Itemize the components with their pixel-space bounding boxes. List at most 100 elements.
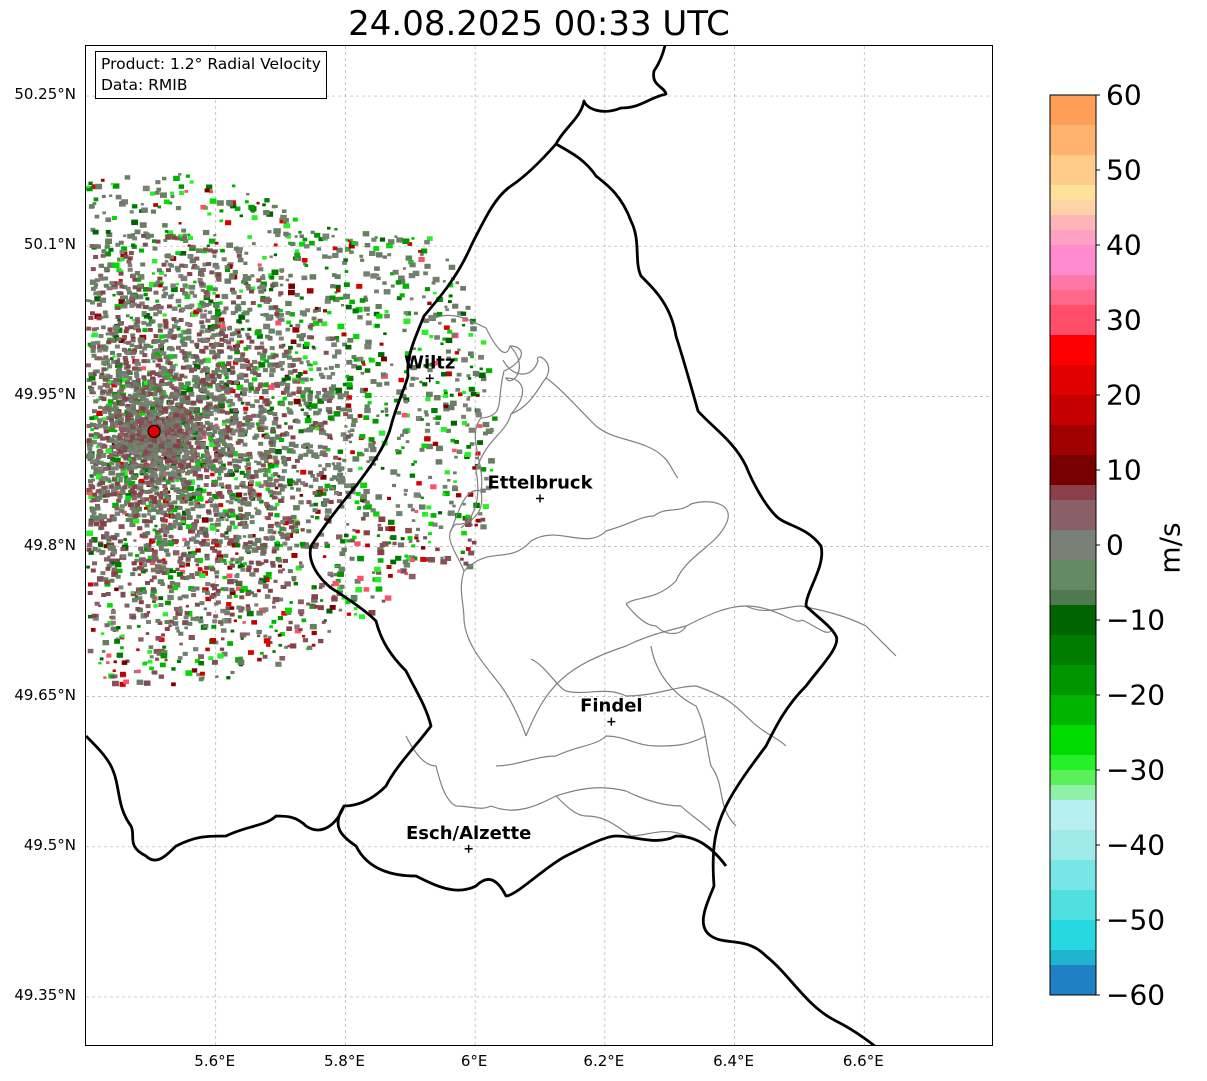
city-marker: Findel	[580, 696, 643, 726]
colorbar-band	[1050, 635, 1096, 666]
colorbar-band	[1050, 965, 1096, 996]
colorbar-tick-label: 50	[1106, 153, 1142, 187]
radar-echoes	[86, 173, 498, 687]
colorbar-tick-label: 0	[1106, 528, 1124, 562]
map-area[interactable]: Wiltz Ettelbruck Findel Esch/Alzette	[85, 45, 993, 1046]
lat-tick-label: 49.8°N	[23, 535, 76, 554]
colorbar-band	[1050, 605, 1096, 636]
colorbar-band	[1050, 215, 1096, 231]
canton-border	[625, 603, 687, 635]
colorbar-band	[1050, 200, 1096, 216]
colorbar-band	[1050, 785, 1096, 801]
lon-tick-label: 6.6°E	[842, 1052, 884, 1070]
colorbar-band	[1050, 425, 1096, 456]
colorbar-band	[1050, 500, 1096, 531]
country-border	[86, 46, 876, 1045]
city-label: Wiltz	[404, 352, 455, 373]
colorbar-tick-label: 30	[1106, 303, 1142, 337]
colorbar-band	[1050, 230, 1096, 246]
country-border-line	[554, 46, 876, 1045]
lon-tick-label: 6°E	[460, 1052, 488, 1070]
country-border-line	[308, 143, 728, 898]
cities-layer: Wiltz Ettelbruck Findel Esch/Alzette	[404, 352, 643, 853]
graticule	[86, 46, 992, 1045]
city-marker: Esch/Alzette	[406, 823, 531, 853]
colorbar-band	[1050, 755, 1096, 771]
radar-site-marker	[147, 424, 161, 438]
product-info-box: Product: 1.2° Radial Velocity Data: RMIB	[95, 51, 327, 99]
lat-tick-label: 49.5°N	[23, 835, 76, 854]
colorbar-band	[1050, 290, 1096, 306]
colorbar-tick-label: 40	[1106, 228, 1142, 262]
city-label: Esch/Alzette	[406, 823, 531, 844]
country-border-line	[86, 735, 346, 862]
city-label: Findel	[580, 696, 643, 717]
colorbar-band	[1050, 95, 1096, 126]
map-title: 24.08.2025 00:33 UTC	[348, 4, 730, 44]
colorbar-band	[1050, 485, 1096, 501]
colorbar-band	[1050, 695, 1096, 726]
lon-tick-label: 6.2°E	[583, 1052, 625, 1070]
colorbar-tick-label: 60	[1106, 78, 1142, 112]
colorbar-tick-label: −30	[1106, 753, 1166, 787]
city-label: Ettelbruck	[487, 472, 593, 493]
colorbar-band	[1050, 395, 1096, 426]
lat-tick-label: 49.35°N	[14, 985, 76, 1004]
colorbar-band	[1050, 455, 1096, 486]
lat-tick-label: 50.1°N	[23, 235, 76, 254]
colorbar-band	[1050, 185, 1096, 201]
colorbar-band	[1050, 890, 1096, 921]
colorbar-band	[1050, 920, 1096, 951]
colorbar-tick-label: 20	[1106, 378, 1142, 412]
canton-border	[463, 501, 729, 605]
city-marker: Ettelbruck	[487, 472, 594, 503]
colorbar-tick-label: −10	[1106, 603, 1166, 637]
colorbar-band	[1050, 860, 1096, 891]
data-source-label: Data: RMIB	[101, 76, 188, 94]
canton-border	[530, 658, 787, 747]
canton-border	[502, 356, 550, 379]
colorbar-band	[1050, 770, 1096, 786]
colorbar-tick-marks	[1096, 94, 1100, 996]
canton-border	[510, 377, 679, 479]
canton-border	[745, 605, 897, 657]
colorbar-tick-label: 10	[1106, 453, 1142, 487]
colorbar-band	[1050, 725, 1096, 756]
product-label: Product: 1.2° Radial Velocity	[101, 55, 321, 73]
canton-border	[460, 345, 523, 529]
colorbar-band	[1050, 125, 1096, 156]
canton-borders	[405, 314, 897, 837]
colorbar-band	[1050, 335, 1096, 366]
colorbar	[1049, 94, 1100, 996]
lat-tick-label: 50.25°N	[14, 85, 76, 104]
colorbar-band	[1050, 530, 1096, 561]
colorbar-tick-label: −60	[1106, 978, 1166, 1012]
colorbar-band	[1050, 800, 1096, 831]
colorbar-band	[1050, 590, 1096, 606]
colorbar-unit-label: m/s	[1153, 522, 1187, 574]
lon-tick-label: 5.6°E	[194, 1052, 236, 1070]
colorbar-band	[1050, 665, 1096, 696]
colorbar-band	[1050, 305, 1096, 336]
canton-border	[555, 795, 687, 837]
colorbar-band	[1050, 560, 1096, 591]
lat-tick-label: 49.65°N	[14, 685, 76, 704]
colorbar-band	[1050, 365, 1096, 396]
colorbar-bands	[1050, 95, 1096, 996]
colorbar-band	[1050, 245, 1096, 276]
canton-border	[405, 735, 712, 832]
radar-map: Wiltz Ettelbruck Findel Esch/Alzette	[86, 46, 992, 1045]
colorbar-band	[1050, 155, 1096, 186]
colorbar-band	[1050, 830, 1096, 861]
lat-tick-label: 49.95°N	[14, 385, 76, 404]
colorbar-band	[1050, 950, 1096, 966]
canton-border	[495, 735, 707, 767]
canton-border	[650, 645, 737, 827]
canton-border	[425, 314, 522, 532]
canton-border	[525, 605, 832, 737]
colorbar-tick-label: −40	[1106, 828, 1166, 862]
lon-tick-label: 5.8°E	[324, 1052, 365, 1070]
colorbar-tick-label: −50	[1106, 903, 1166, 937]
colorbar-band	[1050, 275, 1096, 291]
radar-site-layer	[147, 424, 161, 438]
